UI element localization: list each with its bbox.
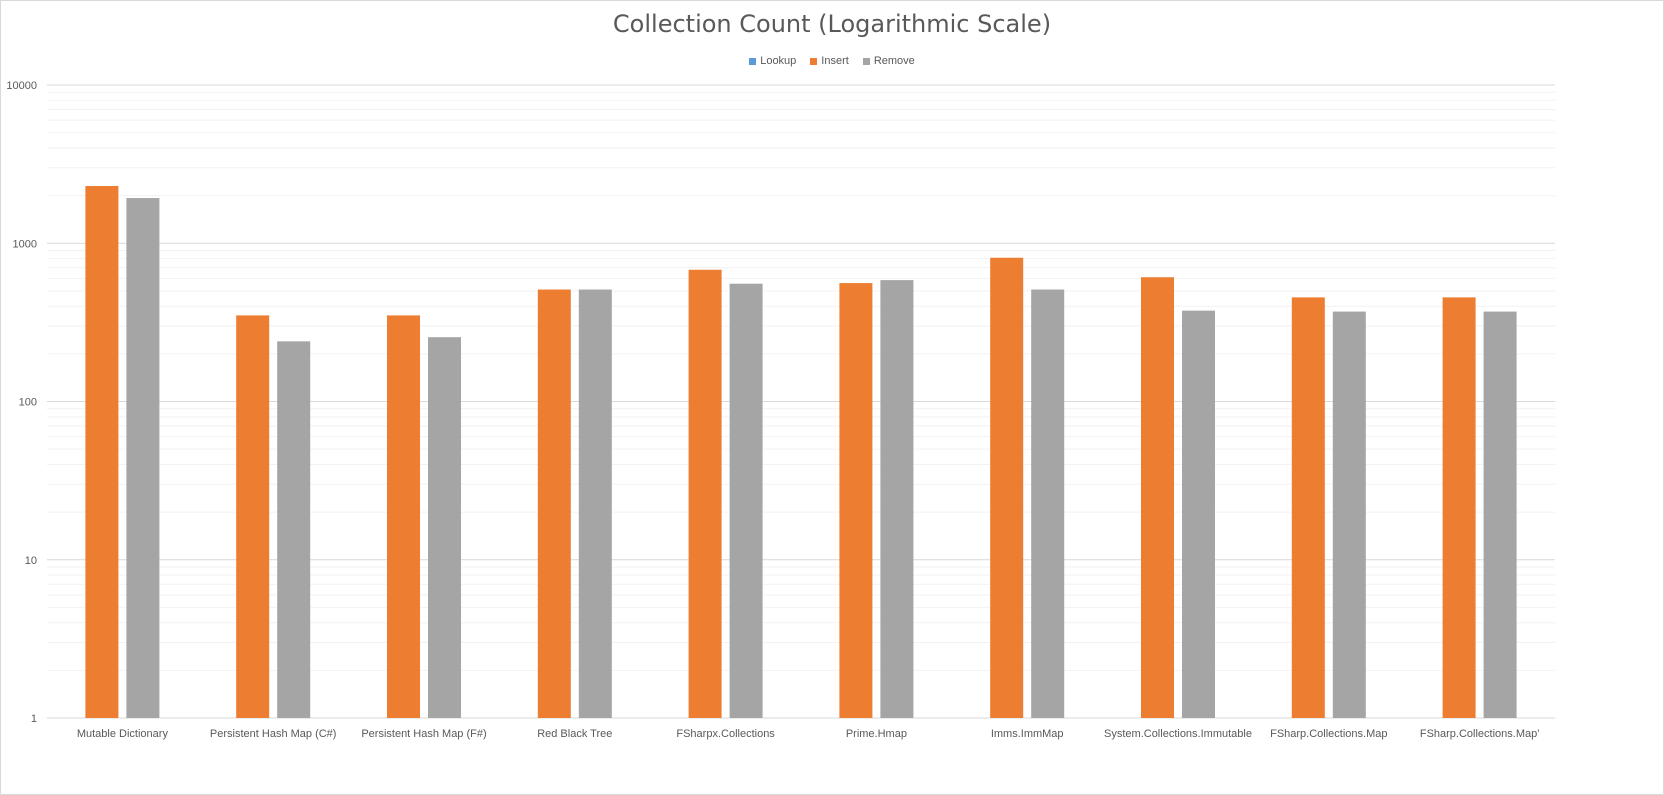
bar-insert bbox=[839, 283, 873, 718]
legend-item-remove: Remove bbox=[862, 55, 915, 67]
bar-remove bbox=[578, 289, 612, 718]
legend-label: Remove bbox=[873, 55, 915, 67]
bar-insert bbox=[990, 257, 1024, 718]
bars bbox=[85, 186, 1517, 719]
legend-item-insert: Insert bbox=[810, 55, 849, 67]
legend-swatch bbox=[810, 57, 818, 65]
x-category-label: FSharp.Collections.Map' bbox=[1420, 728, 1540, 740]
bar-remove bbox=[880, 280, 914, 718]
y-tick-label: 100 bbox=[19, 397, 37, 409]
x-category-label: Imms.ImmMap bbox=[991, 728, 1064, 740]
bar-insert bbox=[688, 269, 722, 718]
legend-label: Lookup bbox=[760, 55, 797, 67]
bar-remove bbox=[729, 283, 763, 718]
bar-remove bbox=[1483, 311, 1517, 718]
bar-insert bbox=[1141, 277, 1174, 718]
x-category-label: Red Black Tree bbox=[537, 728, 612, 740]
bar-insert bbox=[537, 289, 571, 718]
chart-title: Collection Count (Logarithmic Scale) bbox=[612, 10, 1052, 38]
y-tick-label: 10000 bbox=[6, 80, 37, 92]
bar-insert bbox=[1291, 297, 1325, 718]
x-category-label: System.Collections.Immutable bbox=[1104, 728, 1252, 740]
bar-insert bbox=[1442, 297, 1476, 718]
x-category-label: FSharpx.Collections bbox=[676, 728, 775, 740]
legend-swatch bbox=[862, 57, 870, 65]
legend: Lookup Insert Remove bbox=[0, 55, 1664, 67]
bar-insert bbox=[85, 186, 119, 718]
legend-item-lookup: Lookup bbox=[749, 55, 796, 67]
legend-label: Insert bbox=[821, 55, 849, 67]
y-tick-label: 10 bbox=[25, 555, 37, 567]
bar-remove bbox=[1031, 289, 1065, 718]
y-tick-label: 1000 bbox=[13, 238, 37, 250]
legend-swatch bbox=[749, 57, 757, 65]
y-tick-label: 1 bbox=[31, 713, 37, 725]
x-category-label: FSharp.Collections.Map bbox=[1270, 728, 1387, 740]
x-category-label: Prime.Hmap bbox=[846, 728, 907, 740]
bar-insert bbox=[387, 315, 420, 718]
bar-insert bbox=[236, 315, 270, 718]
x-category-label: Persistent Hash Map (F#) bbox=[361, 728, 486, 740]
bar-remove bbox=[1182, 310, 1215, 718]
x-category-label: Mutable Dictionary bbox=[77, 728, 169, 740]
bar-remove bbox=[126, 198, 160, 719]
x-category-label: Persistent Hash Map (C#) bbox=[210, 728, 337, 740]
gridlines bbox=[47, 84, 1555, 719]
bar-remove bbox=[277, 341, 311, 718]
bar-remove bbox=[1332, 311, 1366, 718]
bar-remove bbox=[428, 337, 461, 718]
